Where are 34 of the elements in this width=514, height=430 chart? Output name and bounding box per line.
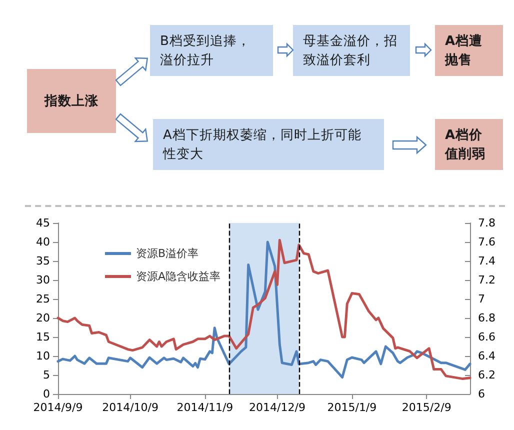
y-tick-label: 20: [36, 312, 50, 324]
y2-tick-label: 7.4: [478, 254, 496, 268]
y-tick-label: 40: [36, 236, 50, 248]
y-tick-label: 25: [36, 292, 50, 306]
text: A档价值削弱: [445, 126, 486, 164]
text: B档受到追捧，溢价拉升: [160, 32, 252, 70]
y2-tick-label: 6.6: [478, 330, 496, 344]
y2-tick-label: 6.2: [478, 368, 496, 382]
y2-tick-label: 7.2: [478, 274, 496, 286]
y2-tick-label: 6: [478, 388, 485, 400]
x-tick-label: 2015/2/9: [402, 401, 452, 414]
x-tick-label: 2014/11/9: [176, 401, 234, 414]
y2-tick-label: 6.8: [478, 312, 496, 324]
legend-label: 资源A隐含收益率: [136, 270, 221, 283]
y2-tick-label: 6.4: [478, 350, 496, 362]
text: A档遭抛售: [445, 32, 484, 70]
y-tick-label: 30: [36, 274, 50, 286]
x-tick-label: 2014/9/9: [33, 401, 83, 414]
x-tick-label: 2014/12/9: [249, 401, 306, 414]
y-tick-label: 45: [36, 216, 50, 230]
y-tick-label: 0: [43, 388, 50, 400]
y-tick-label: 15: [36, 330, 50, 344]
text: 指数上涨: [44, 92, 98, 110]
y-tick-label: 10: [36, 350, 50, 362]
x-tick-label: 2015/1/9: [327, 401, 377, 414]
y2-tick-label: 7.6: [478, 236, 496, 248]
legend-label: 资源B溢价率: [136, 247, 199, 260]
y-tick-label: 5: [43, 368, 50, 382]
text: A档下折期权萎缩，同时上折可能性变大: [163, 126, 362, 164]
x-tick-label: 2014/10/9: [102, 401, 158, 414]
y-tick-label: 35: [36, 254, 50, 268]
y2-tick-label: 7: [478, 292, 485, 306]
y2-tick-label: 7.8: [478, 216, 496, 230]
text: 母基金溢价，招致溢价套利: [303, 32, 398, 70]
